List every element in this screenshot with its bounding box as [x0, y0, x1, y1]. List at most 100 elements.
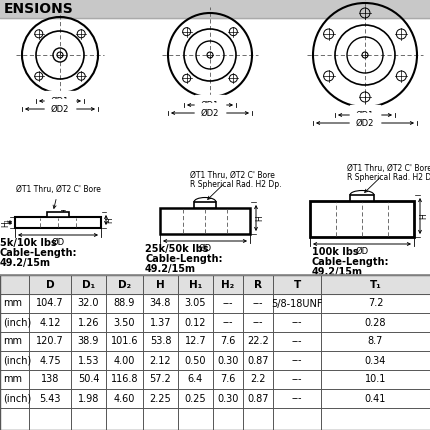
- Text: 88.9: 88.9: [114, 298, 135, 308]
- Text: ØD2: ØD2: [201, 108, 219, 117]
- Text: H₁: H₁: [197, 221, 206, 229]
- Text: 1.98: 1.98: [78, 393, 99, 403]
- Text: D₂: D₂: [118, 280, 131, 289]
- Text: ØD1: ØD1: [356, 111, 374, 120]
- Text: ---: ---: [292, 356, 302, 365]
- Text: 10.1: 10.1: [365, 375, 386, 384]
- Text: 0.34: 0.34: [365, 356, 386, 365]
- Text: ØD1: ØD1: [201, 101, 219, 110]
- Text: 57.2: 57.2: [150, 375, 172, 384]
- Text: D₁: D₁: [82, 280, 95, 289]
- Text: 38.9: 38.9: [78, 337, 99, 347]
- Text: ØT1 Thru, ØT2 C' Bore: ØT1 Thru, ØT2 C' Bore: [190, 171, 275, 200]
- Text: 7.6: 7.6: [220, 375, 236, 384]
- Text: ØD2: ØD2: [356, 119, 374, 128]
- Text: H: H: [420, 213, 429, 219]
- Text: 12.7: 12.7: [185, 337, 206, 347]
- Text: ---: ---: [253, 317, 263, 328]
- Text: 2.2: 2.2: [250, 375, 266, 384]
- Text: ---: ---: [292, 317, 302, 328]
- Text: H₁: H₁: [353, 213, 362, 221]
- Text: Cable-Length:: Cable-Length:: [312, 257, 390, 267]
- Text: 50.4: 50.4: [78, 375, 99, 384]
- Text: 0.30: 0.30: [217, 356, 239, 365]
- Text: 138: 138: [41, 375, 59, 384]
- Text: 2.25: 2.25: [150, 393, 172, 403]
- Text: ØD1: ØD1: [51, 96, 69, 105]
- Text: 22.2: 22.2: [247, 337, 269, 347]
- Text: 8.7: 8.7: [368, 337, 383, 347]
- Bar: [0, 0, 430, 18]
- Text: ØD: ØD: [356, 247, 369, 256]
- Text: H: H: [255, 215, 264, 221]
- Text: 4.12: 4.12: [39, 317, 61, 328]
- Text: mm: mm: [3, 298, 22, 308]
- Text: 0.50: 0.50: [185, 356, 206, 365]
- Text: R Spherical Rad. H2 D: R Spherical Rad. H2 D: [347, 173, 430, 182]
- Text: 116.8: 116.8: [111, 375, 138, 384]
- Text: 49.2/15m: 49.2/15m: [312, 267, 363, 277]
- Text: 0.28: 0.28: [365, 317, 386, 328]
- Text: ØD: ØD: [52, 238, 64, 247]
- Bar: [310, 201, 414, 237]
- Text: H: H: [105, 217, 114, 223]
- Text: ---: ---: [292, 393, 302, 403]
- Text: (inch): (inch): [3, 317, 31, 328]
- Text: 100k lbs: 100k lbs: [312, 247, 359, 257]
- Bar: [194, 202, 216, 208]
- Text: T: T: [61, 210, 66, 219]
- Text: R: R: [254, 280, 262, 289]
- Text: 1.26: 1.26: [78, 317, 99, 328]
- Text: ENSIONS: ENSIONS: [4, 2, 74, 16]
- Text: 3.50: 3.50: [114, 317, 135, 328]
- Text: R Spherical Rad. H2 Dp.: R Spherical Rad. H2 Dp.: [190, 180, 282, 189]
- Text: ØT1 Thru, ØT2 C' Bore: ØT1 Thru, ØT2 C' Bore: [16, 185, 101, 209]
- Text: H₂: H₂: [221, 280, 235, 289]
- Text: 0.30: 0.30: [217, 393, 239, 403]
- Text: 7.6: 7.6: [220, 337, 236, 347]
- Text: ØT1 Thru, ØT2 C' Bore: ØT1 Thru, ØT2 C' Bore: [347, 164, 430, 192]
- Text: (inch): (inch): [3, 393, 31, 403]
- Bar: [0, 275, 430, 294]
- Text: T: T: [293, 280, 301, 289]
- Bar: [350, 195, 374, 201]
- Text: Cable-Length:: Cable-Length:: [0, 248, 77, 258]
- Text: D: D: [46, 280, 54, 289]
- Text: ---: ---: [223, 298, 233, 308]
- Text: 25k/50k lbs: 25k/50k lbs: [145, 244, 209, 254]
- Text: ØD2: ØD2: [51, 104, 69, 114]
- Text: 5.43: 5.43: [39, 393, 61, 403]
- Text: 34.8: 34.8: [150, 298, 171, 308]
- Text: 0.12: 0.12: [185, 317, 206, 328]
- Bar: [47, 212, 69, 217]
- Text: mm: mm: [3, 337, 22, 347]
- Bar: [0, 18, 430, 275]
- Text: 120.7: 120.7: [36, 337, 64, 347]
- Text: H₁: H₁: [189, 280, 202, 289]
- Bar: [0, 275, 430, 430]
- Text: 4.00: 4.00: [114, 356, 135, 365]
- Text: 0.87: 0.87: [247, 393, 269, 403]
- Text: 3.05: 3.05: [185, 298, 206, 308]
- Text: H: H: [156, 280, 165, 289]
- Text: T₁: T₁: [370, 280, 381, 289]
- Text: 53.8: 53.8: [150, 337, 171, 347]
- Text: (inch): (inch): [3, 356, 31, 365]
- Text: 1.37: 1.37: [150, 317, 171, 328]
- Bar: [160, 208, 250, 234]
- Text: 4.75: 4.75: [39, 356, 61, 365]
- Text: ---: ---: [253, 298, 263, 308]
- Text: 0.41: 0.41: [365, 393, 386, 403]
- Text: ---: ---: [223, 317, 233, 328]
- Text: ---: ---: [292, 375, 302, 384]
- Text: Cable-Length:: Cable-Length:: [145, 254, 222, 264]
- Text: ØD: ØD: [198, 244, 212, 253]
- Text: 5k/10k lbs: 5k/10k lbs: [0, 238, 57, 248]
- Text: 49.2/15m: 49.2/15m: [145, 264, 196, 274]
- Text: 5/8-18UNF: 5/8-18UNF: [271, 298, 323, 308]
- Bar: [15, 217, 101, 228]
- Text: 2.12: 2.12: [150, 356, 171, 365]
- Text: 104.7: 104.7: [36, 298, 64, 308]
- Text: 6.4: 6.4: [188, 375, 203, 384]
- Text: mm: mm: [3, 375, 22, 384]
